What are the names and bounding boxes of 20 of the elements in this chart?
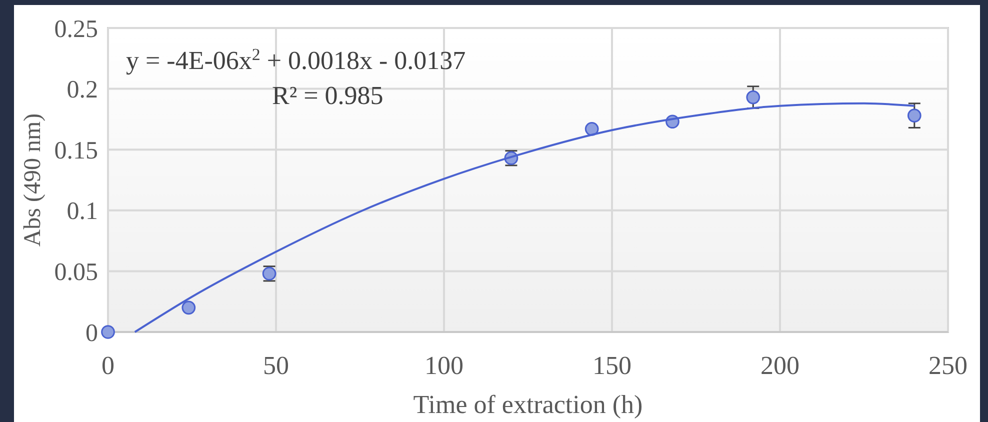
point [907,108,922,122]
x-axis-title: Time of extraction (h) [413,390,643,419]
x-tick-label: 50 [263,351,289,380]
y-tick-label: 0 [86,320,98,347]
annotation: y = -4E-06x$^{2}$ + 0.0018x - 0.0137 [126,44,466,75]
y-tick-label: 0.1 [66,198,98,226]
x-tick-label: 200 [760,351,800,380]
point [101,325,115,339]
point [584,122,599,136]
y-tick-label: 0.25 [54,16,98,43]
y-tick-label: 0.05 [54,258,98,286]
point [746,90,760,104]
y-axis-title: Abs (490 nm) [20,113,46,247]
y-tick-label: 0.2 [66,76,98,104]
point [182,300,196,315]
x-tick-label: 150 [592,351,632,380]
y-tick-label: 0.15 [54,137,98,164]
annotation: R² = 0.985 [272,81,384,110]
x-tick-label: 100 [424,351,464,380]
x-tick-label: 250 [928,351,968,380]
